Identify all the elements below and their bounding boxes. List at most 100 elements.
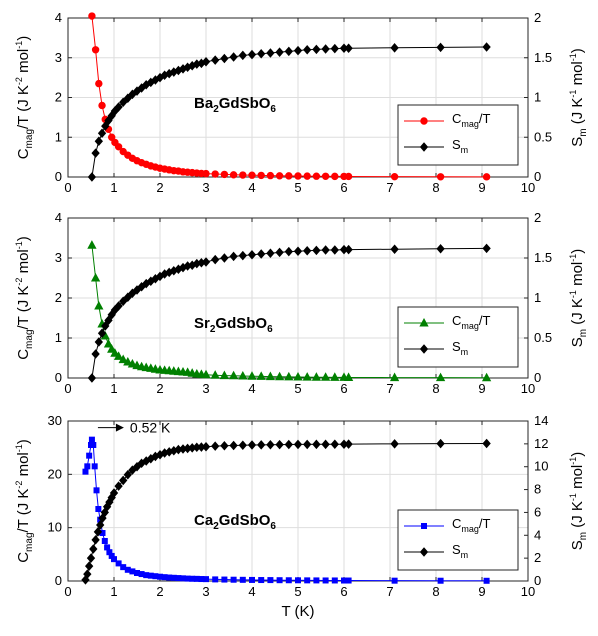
y-right-axis-label-g: ) [569, 48, 586, 53]
x-tick-label: 4 [248, 381, 255, 396]
data-point [90, 272, 101, 282]
data-point [201, 56, 211, 67]
data-point [87, 240, 97, 249]
legend-entry: Sm [404, 542, 468, 560]
legend-label-main: S [452, 137, 461, 152]
data-point [265, 371, 276, 381]
y-right-axis-label-f: -1 [568, 254, 578, 262]
y-right-axis-label-b: m [578, 128, 589, 136]
legend-label: Sm [452, 137, 468, 155]
data-point [284, 246, 293, 257]
data-point [482, 243, 491, 254]
y-left-tick-label: 3 [55, 50, 62, 65]
y-left-axis-label-e: mol [15, 452, 32, 480]
data-point [257, 171, 265, 180]
data-point [303, 172, 311, 180]
data-point [114, 301, 123, 311]
data-point [81, 575, 90, 585]
data-point [123, 93, 132, 104]
data-point [330, 43, 339, 54]
y-right-tick-label: 12 [534, 436, 548, 451]
data-point [127, 358, 138, 368]
y-right-tick-label: 10 [534, 459, 548, 474]
data-point [312, 245, 321, 256]
legend-entry: Sm [404, 137, 468, 155]
y-left-tick-label: 0 [55, 169, 62, 184]
data-point [84, 561, 94, 571]
data-point [97, 128, 107, 139]
compound-mid: GdSbO [219, 95, 271, 112]
data-point [389, 372, 400, 382]
data-point [293, 246, 303, 256]
y-right-axis-label-e: mol [569, 465, 586, 493]
data-point [390, 244, 399, 254]
data-point [294, 172, 302, 180]
data-point [211, 254, 220, 265]
compound-n2: 6 [270, 104, 276, 115]
y-left-tick-label: 20 [48, 466, 62, 481]
y-left-axis-label-g: ) [15, 236, 32, 241]
compound-label: Sr2GdSbO6 [194, 315, 273, 335]
data-point [275, 439, 284, 450]
data-point [88, 436, 95, 443]
data-point [256, 371, 266, 380]
data-point [114, 481, 123, 491]
data-point [93, 527, 103, 537]
data-point [238, 370, 248, 380]
data-point [482, 173, 491, 181]
y-right-axis-label-c: (J K [569, 298, 586, 329]
data-point [89, 544, 98, 554]
series-heat-capacity [88, 12, 491, 181]
x-tick-label: 1 [110, 180, 117, 195]
data-point [344, 172, 353, 181]
y-right-axis-label: Sm (J K-1 mol-1) [568, 452, 589, 551]
x-tick-label: 1 [110, 584, 117, 599]
x-tick-label: 10 [521, 180, 535, 195]
legend-label-main: C [452, 111, 461, 126]
y-right-axis-label-e: mol [569, 262, 586, 290]
data-point [295, 577, 301, 584]
data-point [90, 442, 97, 448]
data-point [483, 577, 490, 584]
x-tick-label: 6 [340, 381, 347, 396]
y-right-tick-label: 0 [534, 573, 541, 588]
data-point [344, 43, 353, 53]
legend-label-main: S [452, 339, 461, 354]
y-right-axis-label-d: -1 [568, 90, 578, 98]
data-point [247, 440, 257, 450]
data-point [93, 487, 100, 494]
data-point [211, 55, 220, 65]
legend-marker [419, 547, 429, 557]
series-entropy [87, 42, 491, 182]
data-point [311, 372, 322, 381]
data-point [212, 576, 219, 583]
y-left-tick-label: 1 [55, 330, 62, 345]
data-point [266, 171, 275, 180]
data-point [202, 169, 210, 178]
y-left-axis-label-c: /T (J K [15, 489, 32, 533]
data-point [482, 42, 491, 52]
legend-box [397, 104, 519, 166]
data-point [104, 315, 113, 326]
y-right-axis-label-f: -1 [568, 457, 578, 465]
compound-label: Ca2GdSbO6 [194, 512, 276, 532]
data-point [86, 553, 96, 563]
legend-label-sub: mag [461, 119, 479, 129]
legend-label-main: C [452, 313, 461, 328]
x-tick-label: 3 [202, 381, 209, 396]
legend-label-sub: m [461, 347, 469, 357]
data-point [95, 506, 102, 512]
legend: Cmag/T Sm [397, 104, 519, 166]
data-point [285, 172, 293, 180]
data-point [123, 356, 133, 366]
data-point [221, 576, 228, 583]
y-right-tick-label: 1.5 [534, 50, 552, 65]
x-tick-label: 8 [432, 584, 439, 599]
data-point [312, 439, 321, 450]
y-left-tick-label: 4 [55, 10, 62, 25]
data-point [330, 372, 340, 381]
data-point [266, 248, 275, 258]
y-right-axis-label-a: S [569, 540, 586, 550]
